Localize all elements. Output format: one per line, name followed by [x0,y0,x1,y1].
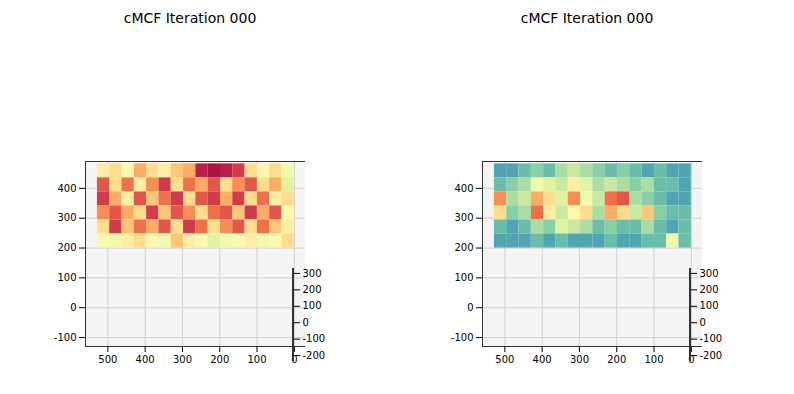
svg-text:100: 100 [57,272,76,283]
svg-text:-100: -100 [451,332,474,343]
svg-text:400: 400 [533,354,552,365]
html-text:cMCF Iteration 000: cMCF Iteration 000 [520,10,654,26]
svg-text:400: 400 [136,354,155,365]
svg-text:0: 0 [467,302,473,313]
svg-text:0: 0 [303,317,309,328]
svg-text:100: 100 [247,354,266,365]
svg-text:200: 200 [454,242,473,253]
svg-text:400: 400 [57,183,76,194]
svg-text:100: 100 [303,300,322,311]
svg-text:-100: -100 [54,332,77,343]
svg-text:100: 100 [700,300,719,311]
svg-text:100: 100 [644,354,663,365]
svg-text:300: 300 [173,354,192,365]
svg-text:200: 200 [607,354,626,365]
svg-text:200: 200 [210,354,229,365]
svg-text:400: 400 [454,183,473,194]
svg-text:-100: -100 [303,333,326,344]
svg-text:100: 100 [454,272,473,283]
svg-text:200: 200 [700,284,719,295]
svg-text:500: 500 [495,354,514,365]
svg-text:-200: -200 [700,350,723,361]
svg-text:300: 300 [303,268,322,279]
svg-text:-200: -200 [303,350,326,361]
svg-text:300: 300 [454,212,473,223]
svg-text:0: 0 [700,317,706,328]
svg-text:300: 300 [570,354,589,365]
html-text:cMCF Iteration 000: cMCF Iteration 000 [123,10,257,26]
svg-text:200: 200 [57,242,76,253]
svg-text:-100: -100 [700,333,723,344]
svg-text:500: 500 [98,354,117,365]
svg-text:300: 300 [700,268,719,279]
svg-text:0: 0 [70,302,76,313]
svg-text:300: 300 [57,212,76,223]
svg-text:200: 200 [303,284,322,295]
